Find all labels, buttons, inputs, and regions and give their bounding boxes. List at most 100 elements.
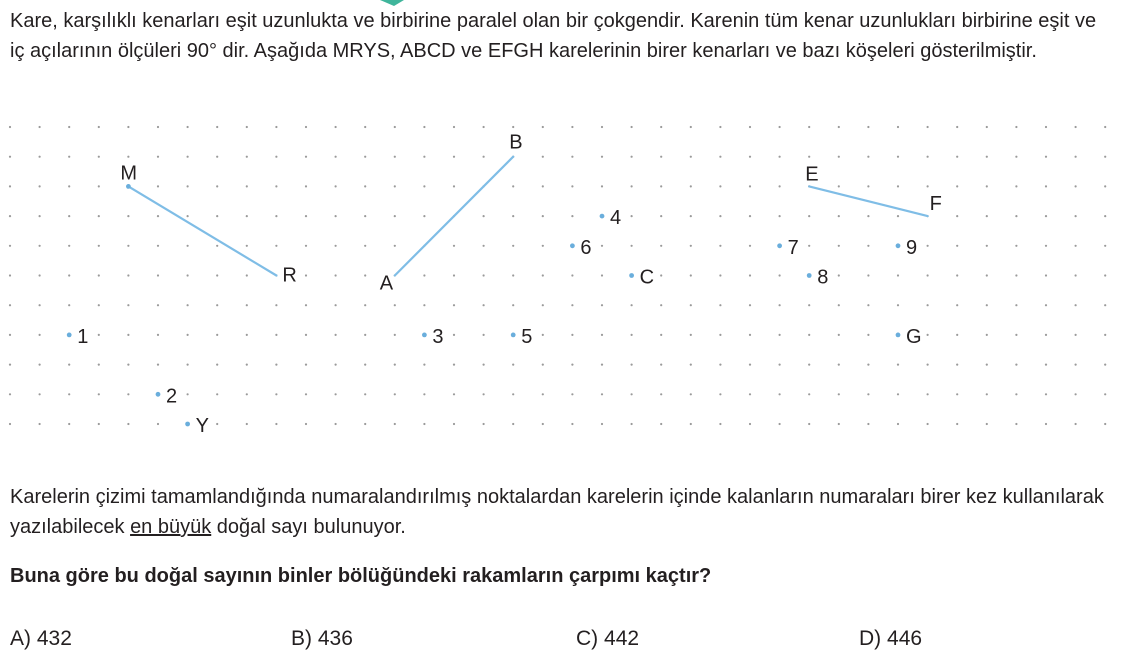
- grid-dot: [571, 333, 574, 336]
- grid-dot: [896, 422, 900, 426]
- grid-dot: [660, 363, 663, 366]
- grid-dot: [985, 274, 988, 277]
- grid-dot: [600, 274, 604, 277]
- grid-dot: [867, 363, 870, 366]
- grid-dot: [452, 393, 456, 396]
- grid-dot: [156, 185, 160, 188]
- grid-dot: [423, 185, 426, 188]
- grid-dot: [482, 274, 485, 277]
- grid-dot: [837, 333, 840, 336]
- grid-dot: [600, 125, 604, 129]
- grid-dot: [926, 422, 929, 426]
- grid-dot: [719, 244, 722, 247]
- grid-dot: [245, 215, 248, 218]
- option-b[interactable]: B) 436: [291, 625, 353, 653]
- grid-dot: [748, 363, 752, 366]
- vertex-m-dot: [125, 184, 131, 189]
- grid-dot: [156, 155, 160, 158]
- square-edges: [127, 155, 929, 277]
- option-c-letter: C): [576, 627, 599, 650]
- grid-dot: [8, 244, 12, 247]
- grid-dot: [452, 274, 456, 277]
- grid-dot: [748, 333, 752, 336]
- grid-dot: [985, 215, 988, 218]
- grid-dot: [127, 333, 130, 336]
- grid-dot: [1074, 333, 1077, 336]
- grid-dot: [216, 363, 219, 366]
- grid-dot: [660, 125, 663, 129]
- grid-dot: [186, 185, 189, 188]
- grid-dot: [689, 125, 692, 129]
- grid-dot: [423, 393, 426, 396]
- grid-dot: [956, 244, 959, 247]
- grid-dot: [541, 274, 544, 277]
- grid-dot: [689, 304, 692, 307]
- grid-dot: [689, 363, 692, 366]
- grid-dot: [1074, 155, 1077, 158]
- grid-dot: [512, 422, 515, 426]
- grid-dot: [600, 304, 604, 307]
- grid-dot: [719, 363, 722, 366]
- grid-dot: [689, 155, 692, 158]
- grid-dot: [1074, 125, 1077, 129]
- grid-dot: [364, 422, 367, 426]
- grid-dot: [97, 393, 100, 396]
- grid-dot: [512, 304, 515, 307]
- grid-dot: [334, 244, 337, 247]
- grid-dot: [275, 244, 278, 247]
- grid-dot: [660, 155, 663, 158]
- grid-dot: [837, 244, 840, 247]
- grid-dot: [127, 274, 130, 277]
- grid-dot: [364, 363, 367, 366]
- grid-dot: [867, 274, 870, 277]
- grid-dot: [186, 393, 189, 396]
- vertex-b-label: B: [509, 132, 522, 154]
- grid-dot: [985, 125, 988, 129]
- grid-dot: [245, 244, 248, 247]
- grid-dot: [896, 274, 900, 277]
- grid-dot: [1104, 155, 1107, 158]
- vertex-e-label: E: [805, 163, 818, 185]
- grid-dot: [689, 274, 692, 277]
- grid-dot: [926, 274, 929, 277]
- grid-dot: [482, 304, 485, 307]
- grid-dot: [630, 422, 633, 426]
- grid-dot: [689, 215, 692, 218]
- option-d[interactable]: D) 446: [859, 625, 922, 653]
- option-d-letter: D): [859, 627, 882, 650]
- grid-dot: [127, 125, 130, 129]
- grid-dot: [245, 333, 248, 336]
- option-a-value: 432: [36, 627, 72, 650]
- grid-dot: [334, 304, 337, 307]
- grid-dot: [512, 185, 515, 188]
- grid-dot: [1044, 215, 1048, 218]
- grid-dot: [600, 393, 604, 396]
- grid-dot: [956, 363, 959, 366]
- grid-dot: [216, 125, 219, 129]
- description-paragraph: Karelerin çizimi tamamlandığında numaral…: [10, 482, 1116, 542]
- grid-dot: [1015, 155, 1018, 158]
- description-text-2: doğal sayı bulunuyor.: [211, 516, 406, 538]
- grid-dot: [275, 155, 278, 158]
- grid-dot: [1074, 363, 1077, 366]
- grid-dot: [275, 304, 278, 307]
- grid-dot: [541, 363, 544, 366]
- grid-dot: [748, 185, 752, 188]
- vertex-f-label: F: [930, 193, 942, 215]
- grid-dot: [1015, 125, 1018, 129]
- grid-dot: [186, 244, 189, 247]
- grid-dot: [837, 185, 840, 188]
- option-a[interactable]: A) 432: [10, 625, 72, 653]
- grid-dot: [275, 333, 278, 336]
- grid-dot: [452, 333, 456, 336]
- grid-dot: [867, 304, 870, 307]
- grid-dot: [1044, 244, 1048, 247]
- grid-dot: [38, 155, 41, 158]
- grid-dot: [334, 185, 337, 188]
- grid-dot: [38, 244, 41, 247]
- grid-dot: [127, 393, 130, 396]
- grid-dot: [689, 244, 692, 247]
- option-c[interactable]: C) 442: [576, 625, 639, 653]
- grid-dot: [275, 185, 278, 188]
- grid-dot: [867, 244, 870, 247]
